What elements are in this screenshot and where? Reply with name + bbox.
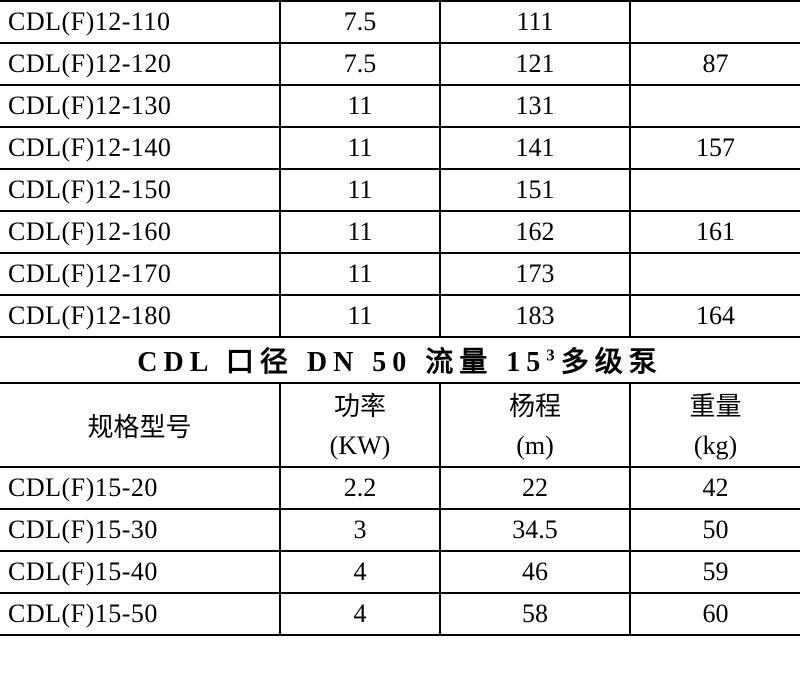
table-cell-kg: 157 [630, 127, 800, 169]
col-header-m-unit: (m) [440, 425, 630, 467]
table-cell-m: 162 [440, 211, 630, 253]
table-cell-model: CDL(F)15-40 [0, 551, 280, 593]
table-cell-kg: 50 [630, 509, 800, 551]
table-cell-kw: 11 [280, 295, 440, 337]
table-cell-kg: 87 [630, 43, 800, 85]
table-cell-kg [630, 85, 800, 127]
table-cell-kw: 7.5 [280, 43, 440, 85]
table-cell-model: CDL(F)15-20 [0, 467, 280, 509]
spec-table: CDL(F)12-1107.5111 CDL(F)12-1207.512187 CD… [0, 0, 800, 636]
table-cell-kw: 11 [280, 169, 440, 211]
table-cell-m: 111 [440, 1, 630, 43]
table-cell-kw: 4 [280, 593, 440, 635]
table-cell-kw: 11 [280, 253, 440, 295]
table-cell-kg [630, 253, 800, 295]
table-cell-model: CDL(F)12-130 [0, 85, 280, 127]
table-cell-model: CDL(F)12-120 [0, 43, 280, 85]
table-cell-m: 22 [440, 467, 630, 509]
table-cell-kw: 11 [280, 211, 440, 253]
col-header-kw: 功率 [280, 383, 440, 425]
table-cell-model: CDL(F)12-180 [0, 295, 280, 337]
table-cell-kw: 7.5 [280, 1, 440, 43]
col-header-kg: 重量 [630, 383, 800, 425]
table-cell-model: CDL(F)12-160 [0, 211, 280, 253]
table-cell-kw: 11 [280, 127, 440, 169]
table-cell-kg: 59 [630, 551, 800, 593]
table-cell-kg: 164 [630, 295, 800, 337]
table-cell-m: 46 [440, 551, 630, 593]
table-cell-m: 151 [440, 169, 630, 211]
col-header-kg-unit: (kg) [630, 425, 800, 467]
col-header-kw-unit: (KW) [280, 425, 440, 467]
table-cell-model: CDL(F)12-110 [0, 1, 280, 43]
table-cell-m: 131 [440, 85, 630, 127]
table-cell-model: CDL(F)12-150 [0, 169, 280, 211]
table-cell-m: 173 [440, 253, 630, 295]
table-cell-m: 121 [440, 43, 630, 85]
table-cell-kg: 161 [630, 211, 800, 253]
table-cell-kg [630, 1, 800, 43]
table-cell-model: CDL(F)12-170 [0, 253, 280, 295]
table-cell-kg [630, 169, 800, 211]
table-cell-model: CDL(F)15-50 [0, 593, 280, 635]
table-cell-model: CDL(F)12-140 [0, 127, 280, 169]
table-cell-kw: 4 [280, 551, 440, 593]
table-cell-kw: 3 [280, 509, 440, 551]
table-cell-m: 34.5 [440, 509, 630, 551]
table-cell-kw: 2.2 [280, 467, 440, 509]
table-cell-kg: 60 [630, 593, 800, 635]
table-cell-m: 58 [440, 593, 630, 635]
table-cell-kg: 42 [630, 467, 800, 509]
col-header-model: 规格型号 [0, 383, 280, 467]
table-cell-model: CDL(F)15-30 [0, 509, 280, 551]
table-cell-m: 183 [440, 295, 630, 337]
section-title: CDL 口径 DN 50 流量 153多级泵 [0, 337, 800, 383]
col-header-m: 杨程 [440, 383, 630, 425]
table-cell-kw: 11 [280, 85, 440, 127]
table-cell-m: 141 [440, 127, 630, 169]
